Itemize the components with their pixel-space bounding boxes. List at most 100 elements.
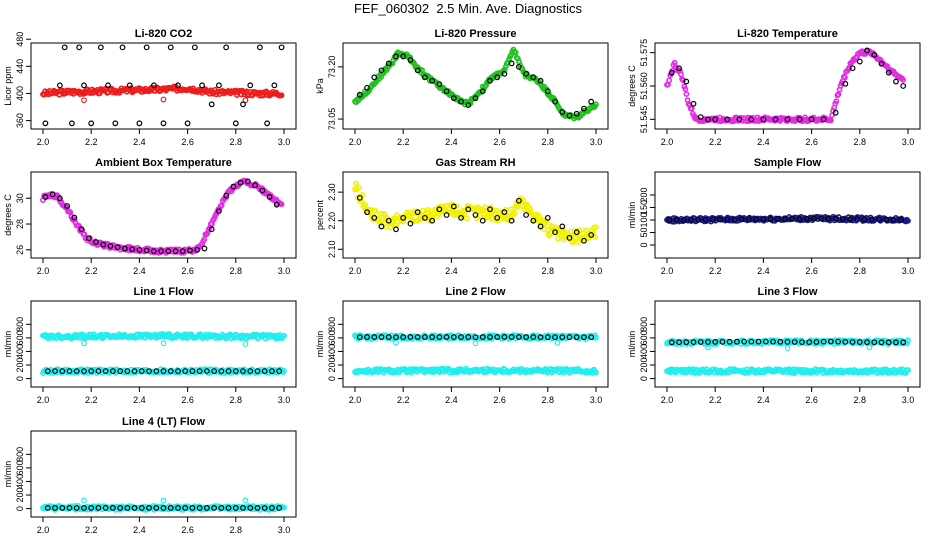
data-point xyxy=(353,180,359,187)
data-point xyxy=(690,339,697,346)
x-tick-label: 2.8 xyxy=(542,137,555,147)
series-spikes xyxy=(81,497,249,504)
data-point xyxy=(760,216,767,223)
x-tick-label: 2.2 xyxy=(397,395,410,405)
data-point xyxy=(100,241,107,248)
data-point xyxy=(88,368,95,375)
data-point xyxy=(244,178,251,185)
data-point xyxy=(240,504,246,511)
data-point xyxy=(182,504,189,511)
data-point xyxy=(832,109,839,116)
data-point xyxy=(878,60,885,67)
data-point xyxy=(81,340,87,347)
data-point xyxy=(705,116,711,123)
data-point xyxy=(153,368,160,375)
data-point xyxy=(724,216,731,223)
data-point xyxy=(774,216,781,222)
data-point xyxy=(515,197,522,204)
data-point xyxy=(223,44,230,51)
data-point xyxy=(232,504,239,511)
x-tick-label: 2.8 xyxy=(230,395,243,405)
data-point xyxy=(683,78,690,85)
data-point xyxy=(69,120,75,127)
x-tick-label: 2.6 xyxy=(181,395,194,405)
data-point xyxy=(259,187,266,194)
data-point xyxy=(281,332,287,339)
data-point xyxy=(784,345,791,351)
data-point xyxy=(755,338,762,345)
data-point xyxy=(107,243,114,249)
data-point xyxy=(690,100,697,107)
data-point xyxy=(208,101,215,108)
data-point xyxy=(450,95,457,102)
data-point xyxy=(175,504,181,511)
y-tick-label: 200 xyxy=(639,358,649,373)
y-axis-label: ml/min xyxy=(3,331,13,358)
data-point xyxy=(218,504,225,511)
data-point xyxy=(117,504,124,511)
data-point xyxy=(371,334,378,340)
data-point xyxy=(385,217,392,224)
data-point xyxy=(537,223,544,230)
data-point xyxy=(726,338,733,345)
y-tick-label: 30 xyxy=(15,193,25,203)
data-point xyxy=(588,98,595,105)
data-point xyxy=(420,207,426,214)
data-point xyxy=(56,195,63,202)
data-point xyxy=(738,216,745,223)
chart-temperature: Li-820 Temperature degrees C 2.0 2.2 2.4 2.6 2… xyxy=(627,28,921,147)
data-point xyxy=(900,339,907,346)
data-point xyxy=(49,191,56,198)
data-point xyxy=(544,214,551,221)
data-point xyxy=(407,334,414,340)
data-point xyxy=(429,217,436,224)
data-point xyxy=(122,245,128,252)
data-point xyxy=(269,368,275,375)
series-dips xyxy=(81,340,249,347)
data-point xyxy=(546,232,553,239)
x-tick-label: 3.0 xyxy=(590,137,603,147)
x-tick-label: 2.4 xyxy=(757,395,770,405)
data-point xyxy=(273,201,280,208)
plot-area xyxy=(40,331,287,376)
y-axis-label: ml/min xyxy=(627,331,637,358)
data-point xyxy=(44,368,51,375)
series-dense xyxy=(40,177,285,256)
data-point xyxy=(150,82,157,89)
chart-co2: Li-820 CO2 Licor ppm 2.0 2.2 2.4 2.6 2.8 3.0 360… xyxy=(3,28,297,147)
data-point xyxy=(866,344,873,351)
series-dense xyxy=(352,180,599,246)
y-tick-label: 100 xyxy=(639,212,649,227)
data-point xyxy=(85,235,92,242)
data-point xyxy=(731,216,738,223)
data-point xyxy=(421,334,428,340)
series-avg xyxy=(356,194,595,244)
data-point xyxy=(688,217,694,223)
data-point xyxy=(160,497,167,504)
data-point xyxy=(59,368,66,375)
data-point xyxy=(66,504,73,511)
data-point xyxy=(393,226,399,233)
data-point xyxy=(208,226,215,233)
data-point xyxy=(842,74,848,81)
data-point xyxy=(254,504,261,511)
x-tick-label: 2.0 xyxy=(37,525,50,535)
series-dense xyxy=(664,47,907,125)
plot-frame xyxy=(30,171,297,259)
series-avg xyxy=(42,178,280,255)
plot-area xyxy=(40,497,287,513)
data-point xyxy=(237,179,244,186)
series-avg xyxy=(666,215,904,223)
data-point xyxy=(508,60,515,67)
y-tick-label: 600 xyxy=(327,330,337,345)
data-point xyxy=(566,334,573,341)
data-point xyxy=(175,82,181,89)
data-point xyxy=(400,53,407,60)
x-tick-label: 2.8 xyxy=(854,266,867,276)
plot-area xyxy=(352,332,599,376)
y-tick-label: 480 xyxy=(15,32,25,47)
data-point xyxy=(81,368,87,375)
data-point xyxy=(581,237,587,244)
y-tick-label: 800 xyxy=(15,317,25,332)
